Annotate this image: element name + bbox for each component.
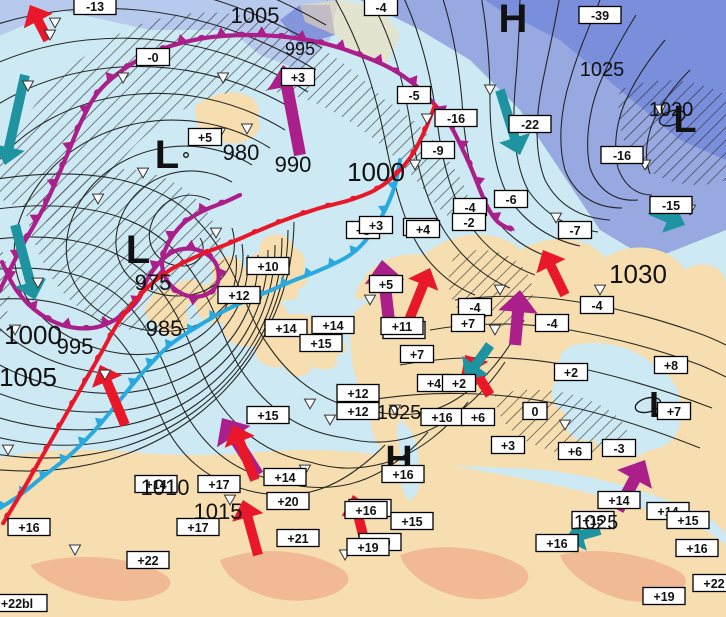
svg-text:+22: +22	[137, 554, 158, 568]
svg-text:+19: +19	[653, 590, 674, 604]
svg-text:995: 995	[57, 334, 94, 359]
svg-text:+15: +15	[310, 337, 331, 351]
svg-text:+16: +16	[392, 468, 413, 482]
svg-text:990: 990	[275, 152, 312, 177]
svg-text:+4: +4	[427, 377, 441, 391]
svg-text:+19: +19	[357, 541, 378, 555]
svg-text:+16: +16	[546, 537, 567, 551]
svg-text:+17: +17	[208, 478, 229, 492]
svg-text:-39: -39	[591, 9, 609, 23]
svg-text:H: H	[499, 0, 528, 41]
svg-text:+16: +16	[431, 411, 452, 425]
svg-text:1000: 1000	[347, 157, 405, 187]
svg-text:+14: +14	[274, 471, 295, 485]
svg-text:980: 980	[223, 140, 260, 165]
svg-text:+6: +6	[568, 445, 582, 459]
svg-text:985: 985	[146, 316, 183, 341]
svg-text:+2: +2	[452, 377, 466, 391]
svg-text:1030: 1030	[609, 259, 667, 289]
svg-text:1005: 1005	[0, 362, 57, 392]
svg-text:+2: +2	[564, 366, 578, 380]
svg-text:+7: +7	[410, 348, 424, 362]
svg-text:+14: +14	[322, 319, 343, 333]
svg-text:975: 975	[135, 270, 172, 295]
svg-text:+7: +7	[667, 405, 681, 419]
svg-text:-4: -4	[546, 317, 557, 331]
svg-text:-9: -9	[432, 144, 443, 158]
svg-text:-6: -6	[505, 193, 516, 207]
svg-text:-4: -4	[591, 299, 602, 313]
svg-text:L: L	[126, 228, 150, 272]
svg-text:L: L	[155, 133, 179, 177]
svg-text:+17: +17	[187, 521, 208, 535]
svg-text:+14: +14	[275, 322, 296, 336]
svg-text:+14: +14	[608, 494, 629, 508]
svg-text:+6: +6	[471, 411, 485, 425]
svg-text:+16: +16	[18, 521, 39, 535]
svg-text:+12: +12	[347, 405, 368, 419]
svg-text:1020: 1020	[649, 99, 694, 121]
svg-text:+4: +4	[416, 223, 430, 237]
svg-text:+11: +11	[392, 320, 413, 334]
svg-text:-13: -13	[86, 0, 104, 14]
svg-text:-22: -22	[521, 118, 539, 132]
svg-text:+22bl: +22bl	[1, 597, 33, 611]
svg-text:+7: +7	[461, 317, 475, 331]
svg-text:1025: 1025	[574, 512, 619, 534]
svg-text:1010: 1010	[141, 475, 190, 500]
svg-text:+5: +5	[379, 278, 393, 292]
svg-text:995: 995	[285, 39, 315, 59]
svg-text:1005: 1005	[231, 3, 280, 28]
svg-text:+22: +22	[703, 577, 724, 591]
svg-text:+3: +3	[291, 71, 305, 85]
svg-text:-15: -15	[662, 199, 680, 213]
svg-text:1025: 1025	[377, 402, 422, 424]
svg-text:-7: -7	[569, 224, 580, 238]
svg-text:+12: +12	[347, 387, 368, 401]
svg-text:-16: -16	[447, 112, 465, 126]
svg-text:-16: -16	[613, 149, 631, 163]
svg-text:0: 0	[532, 405, 539, 419]
svg-text:-0: -0	[147, 51, 158, 65]
svg-text:+20: +20	[277, 495, 298, 509]
svg-text:-5: -5	[408, 89, 419, 103]
svg-text:+8: +8	[664, 359, 678, 373]
svg-text:+15: +15	[677, 514, 698, 528]
svg-text:+5: +5	[198, 131, 212, 145]
svg-text:+15: +15	[257, 409, 278, 423]
svg-text:-2: -2	[463, 216, 474, 230]
svg-text:+16: +16	[686, 542, 707, 556]
svg-text:-3: -3	[613, 442, 624, 456]
svg-text:+10: +10	[257, 260, 278, 274]
svg-text:+3: +3	[369, 219, 383, 233]
svg-text:1025: 1025	[580, 59, 625, 81]
svg-text:+16: +16	[355, 504, 376, 518]
svg-text:+21: +21	[287, 532, 308, 546]
svg-text:-4: -4	[469, 301, 480, 315]
svg-text:+12: +12	[228, 289, 249, 303]
svg-text:-4: -4	[375, 1, 386, 15]
svg-text:+3: +3	[501, 439, 515, 453]
svg-text:+15: +15	[401, 515, 422, 529]
svg-text:1000: 1000	[4, 320, 62, 350]
